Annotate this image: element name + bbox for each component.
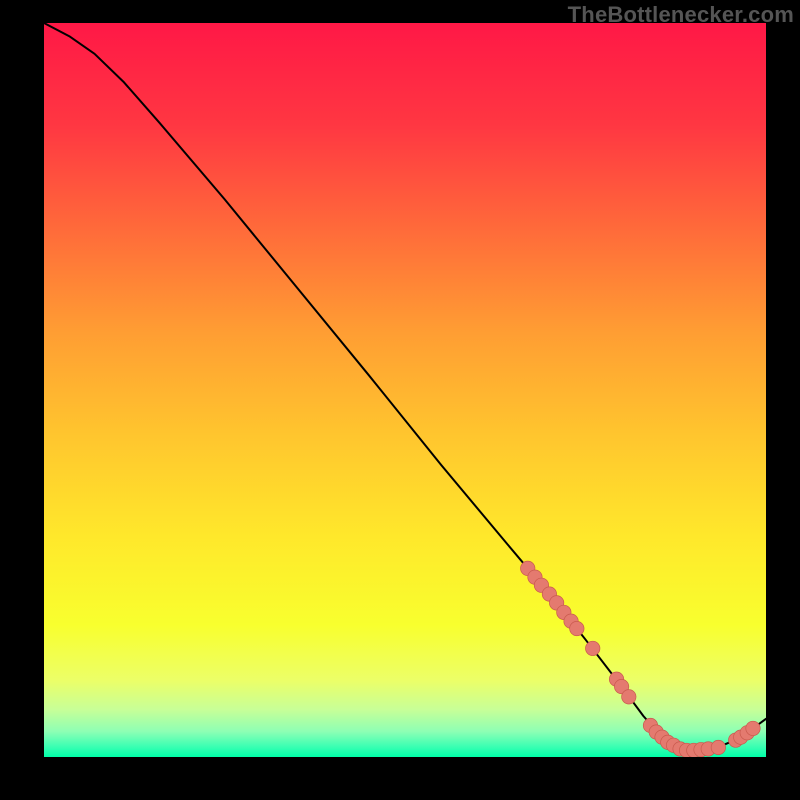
- watermark-text: TheBottlenecker.com: [568, 2, 794, 28]
- data-marker: [711, 740, 725, 754]
- data-marker: [570, 621, 584, 635]
- data-markers-group: [521, 561, 761, 757]
- data-marker: [746, 721, 760, 735]
- data-marker: [622, 690, 636, 704]
- curve-layer: [44, 23, 766, 757]
- figure-canvas: TheBottlenecker.com: [0, 0, 800, 800]
- plot-area: [44, 23, 766, 757]
- bottleneck-curve: [44, 23, 766, 750]
- data-marker: [586, 641, 600, 655]
